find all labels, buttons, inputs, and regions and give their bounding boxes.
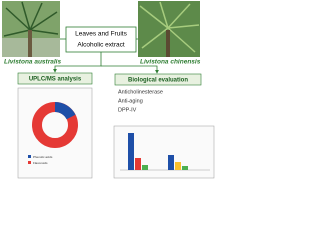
species-left: Livistona australis bbox=[4, 59, 61, 66]
evaluation-header bbox=[114, 73, 202, 86]
photo-right bbox=[138, 1, 200, 57]
evaluation-item: Anti-aging bbox=[118, 98, 143, 104]
analysis-header bbox=[17, 72, 93, 85]
evaluation-item: Anticholinesterase bbox=[118, 89, 163, 95]
legend-label: Phenolic acids bbox=[33, 155, 53, 159]
legend-label: Flavonoids bbox=[33, 161, 48, 165]
bar-decoration bbox=[120, 133, 210, 171]
evaluation-item: DPP-IV bbox=[118, 107, 137, 113]
photo-left bbox=[2, 1, 60, 57]
arrow-right bbox=[101, 65, 159, 74]
arrow-left bbox=[53, 52, 102, 73]
analysis-title: UPLC/MS analysis bbox=[29, 77, 82, 83]
extract-line1: Leaves and Fruits bbox=[75, 31, 127, 38]
extract-line2: Alcoholic extract bbox=[77, 42, 125, 49]
graphical-abstract: Livistona australis Livistona chinensis … bbox=[2, 1, 215, 179]
donut-blue bbox=[54, 102, 76, 120]
species-right: Livistona chinensis bbox=[140, 59, 201, 66]
legend-swatch bbox=[28, 155, 31, 158]
legend-swatch bbox=[28, 161, 31, 164]
extract-box bbox=[65, 26, 137, 53]
pie-panel bbox=[17, 87, 93, 179]
evaluation-title: Biological evaluation bbox=[128, 78, 188, 84]
